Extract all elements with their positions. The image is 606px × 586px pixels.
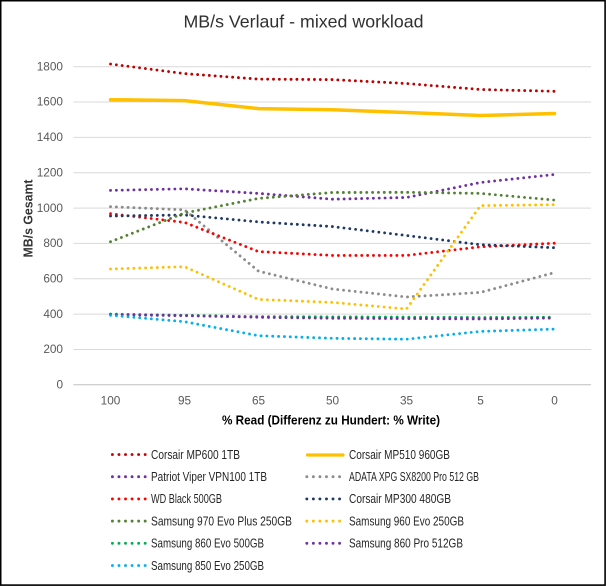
svg-text:% Read (Differenz zu Hundert:: % Read (Differenz zu Hundert: % Write) xyxy=(222,413,440,428)
svg-text:35: 35 xyxy=(400,394,414,408)
svg-text:1000: 1000 xyxy=(37,201,64,215)
svg-text:50: 50 xyxy=(326,394,340,408)
svg-text:200: 200 xyxy=(43,342,63,356)
svg-text:MB/s Gesamt: MB/s Gesamt xyxy=(21,179,36,258)
svg-text:1400: 1400 xyxy=(37,130,64,144)
svg-text:600: 600 xyxy=(43,272,63,286)
svg-text:MB/s Verlauf - mixed workload: MB/s Verlauf - mixed workload xyxy=(184,12,424,32)
svg-text:Patriot Viper VPN100 1TB: Patriot Viper VPN100 1TB xyxy=(151,470,267,484)
svg-text:95: 95 xyxy=(178,394,192,408)
svg-text:ADATA XPG SX8200 Pro 512 GB: ADATA XPG SX8200 Pro 512 GB xyxy=(349,470,479,484)
svg-text:Samsung 970 Evo Plus 250GB: Samsung 970 Evo Plus 250GB xyxy=(151,514,292,528)
svg-text:0: 0 xyxy=(56,378,63,392)
svg-text:800: 800 xyxy=(43,236,63,250)
svg-text:Samsung 960 Evo 250GB: Samsung 960 Evo 250GB xyxy=(349,514,464,528)
svg-text:Samsung 850 Evo 250GB: Samsung 850 Evo 250GB xyxy=(151,559,264,573)
svg-text:WD Black 500GB: WD Black 500GB xyxy=(151,492,222,506)
svg-text:1200: 1200 xyxy=(37,165,64,179)
svg-text:1800: 1800 xyxy=(37,59,64,73)
svg-text:Corsair MP600 1TB: Corsair MP600 1TB xyxy=(151,448,240,462)
svg-text:1600: 1600 xyxy=(37,95,64,109)
svg-text:5: 5 xyxy=(477,394,484,408)
svg-text:65: 65 xyxy=(252,394,266,408)
svg-text:Corsair MP300 480GB: Corsair MP300 480GB xyxy=(349,492,451,506)
svg-text:400: 400 xyxy=(43,307,63,321)
svg-text:0: 0 xyxy=(551,394,558,408)
svg-text:Corsair MP510 960GB: Corsair MP510 960GB xyxy=(349,448,450,462)
svg-text:100: 100 xyxy=(101,394,121,408)
svg-text:Samsung 860 Evo 500GB: Samsung 860 Evo 500GB xyxy=(151,537,264,551)
svg-text:Samsung 860 Pro 512GB: Samsung 860 Pro 512GB xyxy=(349,537,463,551)
